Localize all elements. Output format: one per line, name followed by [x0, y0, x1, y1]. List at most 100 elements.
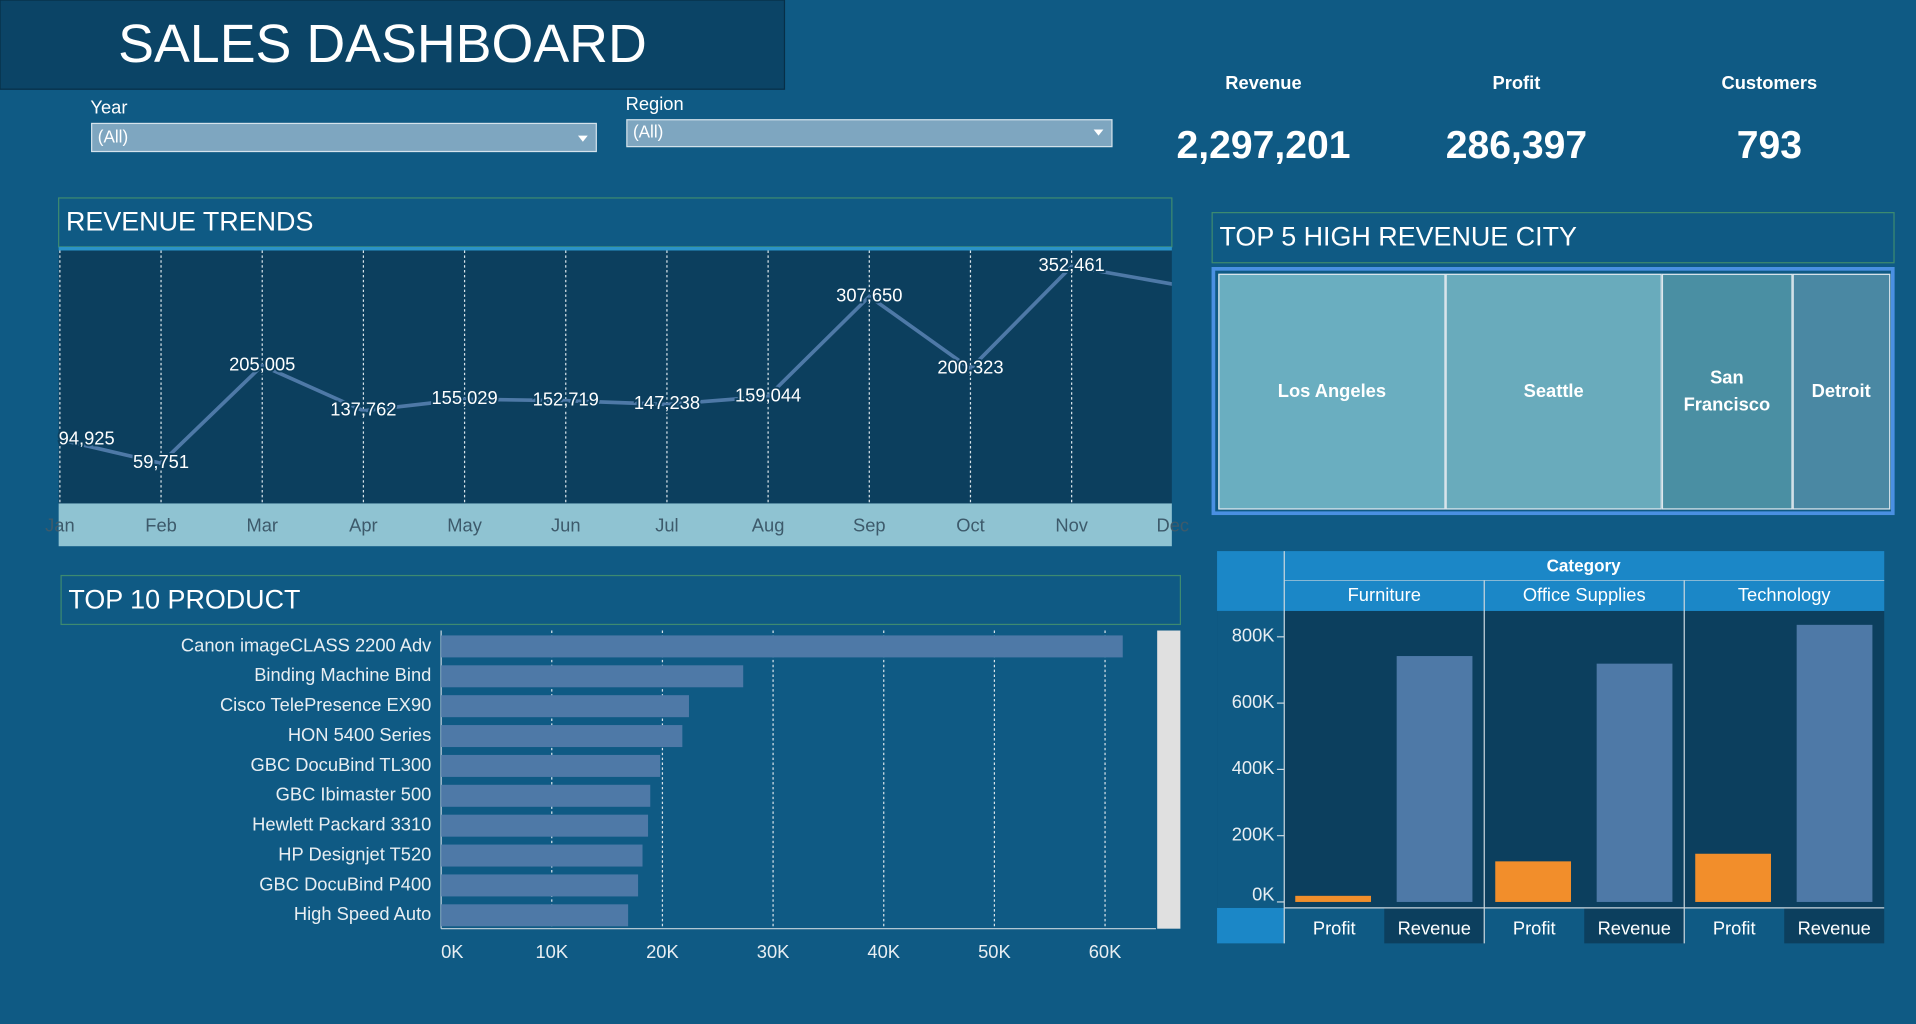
panel-title: TOP 5 HIGH REVENUE CITY — [1219, 221, 1576, 251]
kpi-value: 286,397 — [1446, 124, 1587, 167]
x-tick-label: Jul — [655, 515, 678, 536]
y-tick-label: 200K — [1232, 824, 1276, 845]
y-tick-label: 800K — [1232, 625, 1276, 646]
y-tick-label: 600K — [1232, 691, 1276, 712]
x-tick-label: 60K — [1089, 941, 1122, 962]
bar — [441, 695, 689, 718]
label-cell — [1384, 907, 1485, 944]
y-tick-label: Hewlett Packard 3310 — [252, 814, 431, 835]
bar — [441, 754, 661, 777]
treemap-cell[interactable]: San Francisco — [1661, 273, 1793, 510]
data-label: 94,925 — [59, 427, 115, 448]
kpi-value: 793 — [1737, 124, 1802, 167]
x-tick-label: May — [447, 515, 482, 536]
bar — [441, 874, 639, 897]
dropdown[interactable] — [626, 119, 1113, 148]
x-tick-label: Feb — [145, 515, 177, 536]
header-band — [1217, 551, 1885, 611]
dropdown-value: (All) — [98, 128, 128, 147]
label-cell — [1584, 907, 1685, 944]
treemap-cell[interactable]: Los Angeles — [1218, 273, 1446, 510]
bar — [441, 665, 744, 688]
treemap-frame — [1211, 266, 1895, 516]
y-tick-label: GBC DocuBind P400 — [259, 873, 431, 894]
data-label: 59,751 — [133, 451, 189, 472]
data-label: 307,650 — [836, 284, 902, 305]
y-tick-label: GBC DocuBind TL300 — [250, 754, 431, 775]
x-tick-label: Apr — [349, 515, 377, 536]
kpi-value: 2,297,201 — [1177, 124, 1351, 167]
title-box — [0, 0, 786, 90]
x-tick-label: Aug — [752, 515, 785, 536]
y-tick-label: Binding Machine Bind — [254, 664, 431, 685]
x-tick-label: 40K — [867, 941, 900, 962]
scrollbar[interactable] — [1157, 630, 1181, 929]
plot-area — [1217, 610, 1885, 908]
label-cell — [1784, 907, 1885, 944]
x-tick-label: 30K — [757, 941, 790, 962]
x-tick-label: Profit — [1513, 918, 1556, 939]
bar — [1695, 853, 1771, 902]
x-tick-label: 50K — [978, 941, 1011, 962]
data-label: 147,238 — [634, 392, 700, 413]
bar — [441, 844, 643, 867]
filter-label: Year — [90, 97, 127, 118]
data-label: 352,461 — [1039, 254, 1105, 275]
dropdown-arrow — [577, 135, 588, 142]
panel-title: TOP 10 PRODUCT — [68, 584, 300, 614]
bar — [1295, 895, 1372, 902]
x-tick-label: 20K — [646, 941, 679, 962]
x-tick-label: Profit — [1313, 918, 1356, 939]
column-header: Technology — [1738, 584, 1831, 605]
x-tick-label: Jan — [45, 515, 75, 536]
y-tick-label: 0K — [1252, 884, 1275, 905]
bar — [1596, 663, 1673, 902]
x-tick-label: Revenue — [1398, 918, 1471, 939]
y-tick-label: 400K — [1232, 757, 1276, 778]
data-label: 137,762 — [330, 399, 396, 420]
x-tick-label: Revenue — [1598, 918, 1671, 939]
bar — [1396, 656, 1473, 902]
x-tick-label: 10K — [535, 941, 568, 962]
treemap-cell[interactable]: Detroit — [1792, 273, 1891, 510]
treemap-cell[interactable]: Seattle — [1445, 273, 1662, 510]
corner — [1217, 907, 1285, 944]
divider — [58, 246, 1172, 251]
y-tick-label: HP Designjet T520 — [278, 843, 431, 864]
bar — [441, 635, 1123, 658]
kpi-label: Customers — [1722, 72, 1818, 93]
x-tick-label: Dec — [1157, 515, 1190, 536]
x-tick-label: Jun — [551, 515, 581, 536]
bar — [441, 784, 651, 807]
kpi-label: Revenue — [1225, 72, 1301, 93]
dropdown-value: (All) — [633, 123, 663, 142]
data-label: 155,029 — [431, 387, 497, 408]
y-axis-area — [1217, 610, 1285, 908]
x-tick-label: Revenue — [1798, 918, 1871, 939]
dropdown[interactable] — [91, 122, 597, 153]
bar — [441, 725, 683, 748]
data-label: 152,719 — [533, 389, 599, 410]
y-tick-label: GBC Ibimaster 500 — [276, 784, 432, 805]
bar — [1495, 861, 1572, 902]
x-tick-label: 0K — [441, 941, 464, 962]
x-tick-label: Mar — [246, 515, 278, 536]
column-header: Office Supplies — [1523, 584, 1646, 605]
x-tick-label: Sep — [853, 515, 886, 536]
axis-band — [58, 503, 1172, 547]
x-tick-label: Oct — [956, 515, 984, 536]
panel-header — [60, 574, 1182, 626]
y-tick-label: HON 5400 Series — [288, 724, 432, 745]
treemap: Los Angeles Seattle San Francisco Detroit — [1218, 273, 1891, 510]
panel-title: REVENUE TRENDS — [66, 207, 313, 237]
data-label: 205,005 — [229, 353, 295, 374]
filter-label: Region — [626, 93, 684, 114]
bar — [1796, 624, 1873, 902]
panel-header — [1211, 212, 1895, 264]
data-label: 159,044 — [735, 384, 801, 405]
bar — [441, 904, 629, 927]
axis-title: Category — [1547, 557, 1622, 576]
